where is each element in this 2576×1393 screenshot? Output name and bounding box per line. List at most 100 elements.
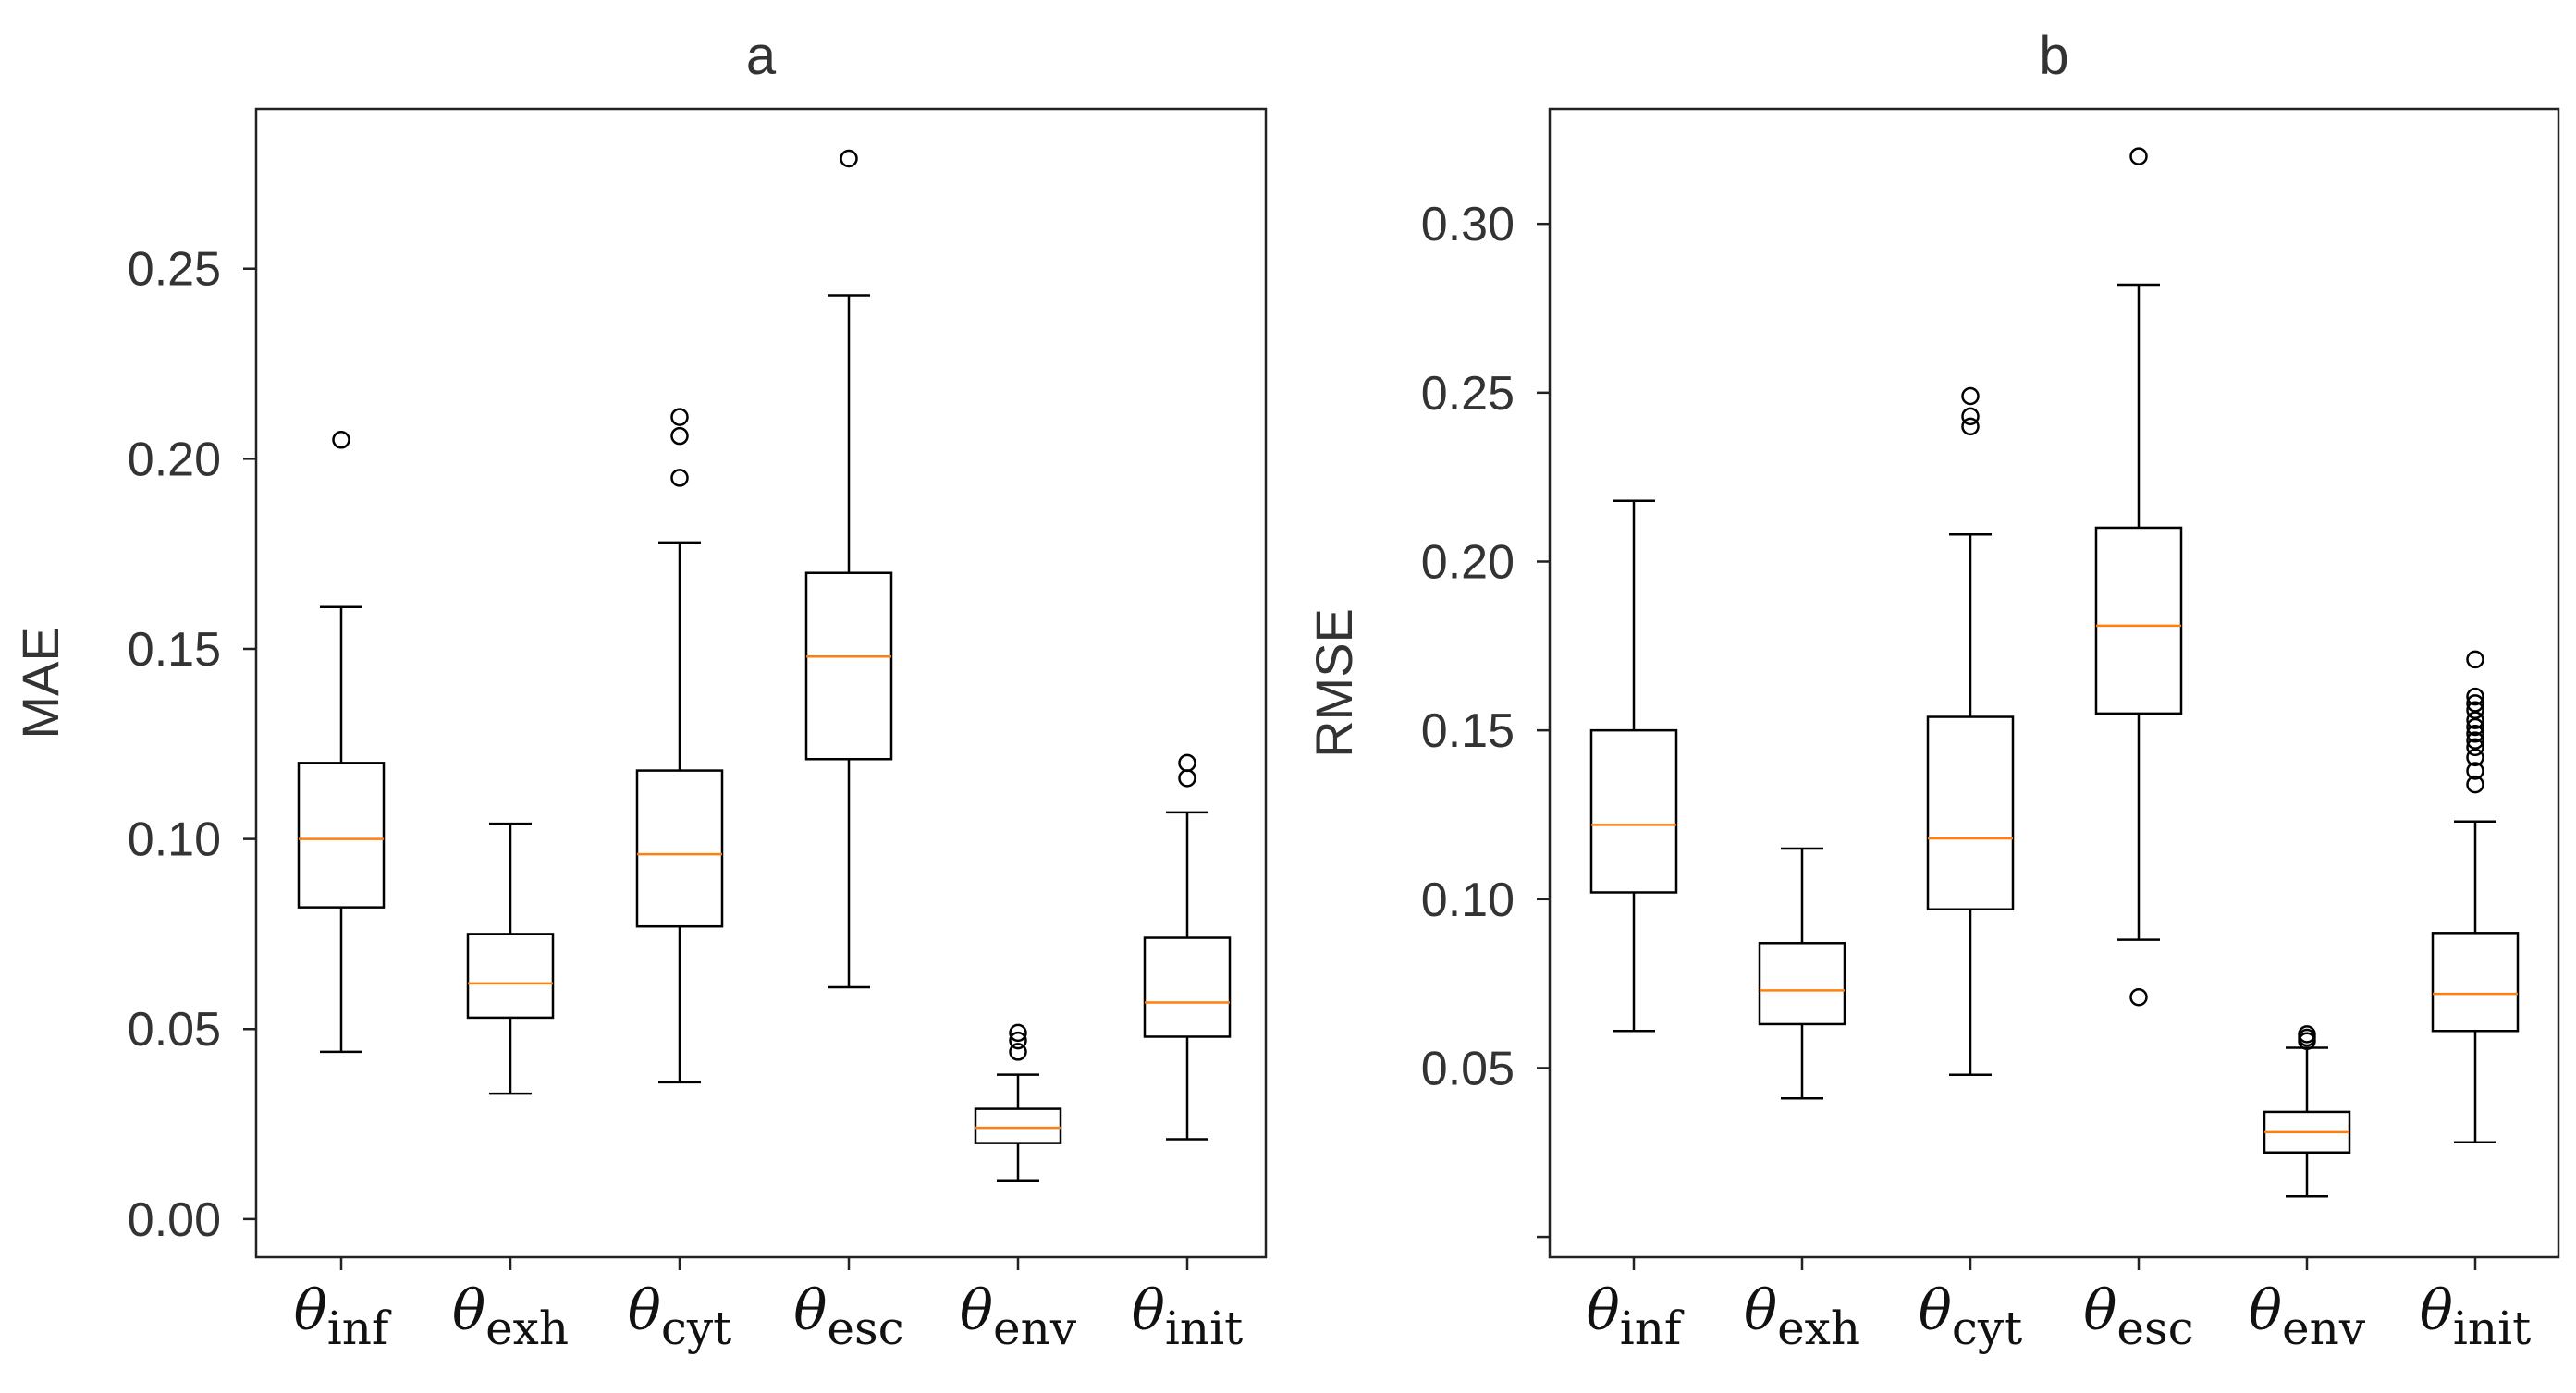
outlier-point	[2466, 738, 2484, 757]
iqr-box	[1589, 728, 1678, 894]
outlier-point	[332, 431, 350, 449]
box-init	[2431, 650, 2520, 1144]
outlier-point	[2466, 694, 2484, 713]
box-env	[2263, 1025, 2351, 1198]
outlier-point	[2466, 711, 2484, 729]
outlier-point	[670, 408, 689, 426]
outlier-point	[670, 426, 689, 446]
y-tick-label: 0.15	[128, 623, 221, 677]
outlier-point	[840, 149, 858, 168]
x-tick-symbol: θ	[628, 1278, 661, 1343]
outlier-point	[2466, 731, 2484, 750]
outlier-point	[2466, 650, 2484, 669]
x-tick-label: θinit	[2420, 1278, 2531, 1355]
x-tick-subscript: init	[2453, 1301, 2531, 1355]
outlier-point	[1961, 417, 1980, 436]
panel-title: b	[2039, 26, 2068, 86]
x-tick-label: θcyt	[1919, 1278, 2022, 1355]
y-axis-label: RMSE	[1305, 608, 1363, 758]
y-tick-label: 0.05	[1421, 1042, 1515, 1095]
y-tick-label: 0.20	[1421, 535, 1515, 589]
x-tick-symbol: θ	[2083, 1278, 2116, 1343]
outlier-point	[2466, 717, 2484, 737]
outlier-point	[2129, 147, 2148, 165]
x-tick-symbol: θ	[294, 1278, 327, 1343]
outlier-point	[2466, 701, 2484, 719]
x-tick-subscript: inf	[327, 1301, 392, 1355]
x-tick-subscript: env	[2282, 1301, 2366, 1355]
box-esc	[2094, 147, 2183, 1007]
x-tick-label: θenv	[960, 1278, 1077, 1355]
outlier-point	[2129, 987, 2148, 1007]
outlier-point	[2466, 725, 2484, 743]
iqr-box	[1926, 715, 2015, 910]
x-tick-subscript: cyt	[661, 1301, 731, 1355]
x-tick-subscript: exh	[485, 1301, 569, 1355]
x-tick-symbol: θ	[2249, 1278, 2282, 1343]
y-tick-label: 0.15	[1421, 704, 1515, 758]
outlier-point	[2466, 748, 2484, 767]
x-tick-subscript: esc	[827, 1301, 903, 1355]
outlier-point	[2466, 762, 2484, 780]
outlier-point	[1178, 769, 1196, 788]
axes-frame	[254, 107, 1268, 1259]
box-env	[974, 1023, 1062, 1182]
x-tick-symbol: θ	[1919, 1278, 1952, 1343]
outlier-point	[1009, 1043, 1027, 1061]
iqr-box	[2094, 526, 2183, 715]
x-tick-label: θenv	[2249, 1278, 2366, 1355]
box-inf	[1589, 499, 1678, 1033]
x-tick-subscript: env	[993, 1301, 1077, 1355]
x-tick-label: θexh	[452, 1278, 569, 1355]
box-inf	[297, 431, 386, 1054]
x-tick-symbol: θ	[793, 1278, 827, 1343]
box-init	[1143, 753, 1232, 1141]
x-tick-symbol: θ	[1132, 1278, 1165, 1343]
x-tick-symbol: θ	[1587, 1278, 1620, 1343]
outlier-point	[2466, 775, 2484, 794]
iqr-box	[804, 571, 893, 761]
box-cyt	[1926, 386, 2015, 1076]
y-tick-label: 0.10	[128, 813, 221, 867]
outlier-point	[1009, 1031, 1027, 1050]
x-tick-subscript: init	[1165, 1301, 1243, 1355]
box-esc	[804, 149, 893, 989]
x-tick-label: θesc	[793, 1278, 903, 1355]
y-tick-label: 0.00	[128, 1193, 221, 1247]
x-tick-symbol: θ	[2420, 1278, 2453, 1343]
iqr-box	[635, 769, 724, 928]
outlier-point	[670, 469, 689, 487]
x-tick-subscript: esc	[2116, 1301, 2193, 1355]
iqr-box	[466, 933, 555, 1020]
outlier-point	[1009, 1023, 1027, 1043]
y-tick-label: 0.30	[1421, 198, 1515, 251]
box-cyt	[635, 408, 724, 1084]
iqr-box	[2431, 932, 2520, 1033]
outlier-point	[2466, 687, 2484, 706]
y-tick-label: 0.25	[128, 243, 221, 297]
x-tick-label: θesc	[2083, 1278, 2193, 1355]
y-axis-label: MAE	[11, 627, 69, 739]
panel-title: a	[746, 26, 777, 86]
iqr-box	[1143, 936, 1232, 1038]
x-tick-subscript: cyt	[1952, 1301, 2022, 1355]
y-tick-label: 0.25	[1421, 367, 1515, 421]
x-tick-subscript: exh	[1777, 1301, 1860, 1355]
box-exh	[1758, 847, 1846, 1100]
x-tick-label: θinit	[1132, 1278, 1243, 1355]
y-tick-label: 0.05	[128, 1003, 221, 1057]
outlier-point	[2298, 1025, 2316, 1044]
iqr-box	[297, 762, 386, 909]
y-tick-label: 0.20	[128, 433, 221, 486]
y-tick-label: 0.10	[1421, 874, 1515, 927]
x-tick-symbol: θ	[960, 1278, 993, 1343]
box-exh	[466, 822, 555, 1095]
iqr-box	[1758, 942, 1846, 1026]
outlier-point	[1961, 386, 1980, 406]
outlier-point	[1961, 407, 1980, 426]
x-tick-label: θexh	[1744, 1278, 1860, 1355]
x-tick-label: θinf	[294, 1278, 392, 1355]
